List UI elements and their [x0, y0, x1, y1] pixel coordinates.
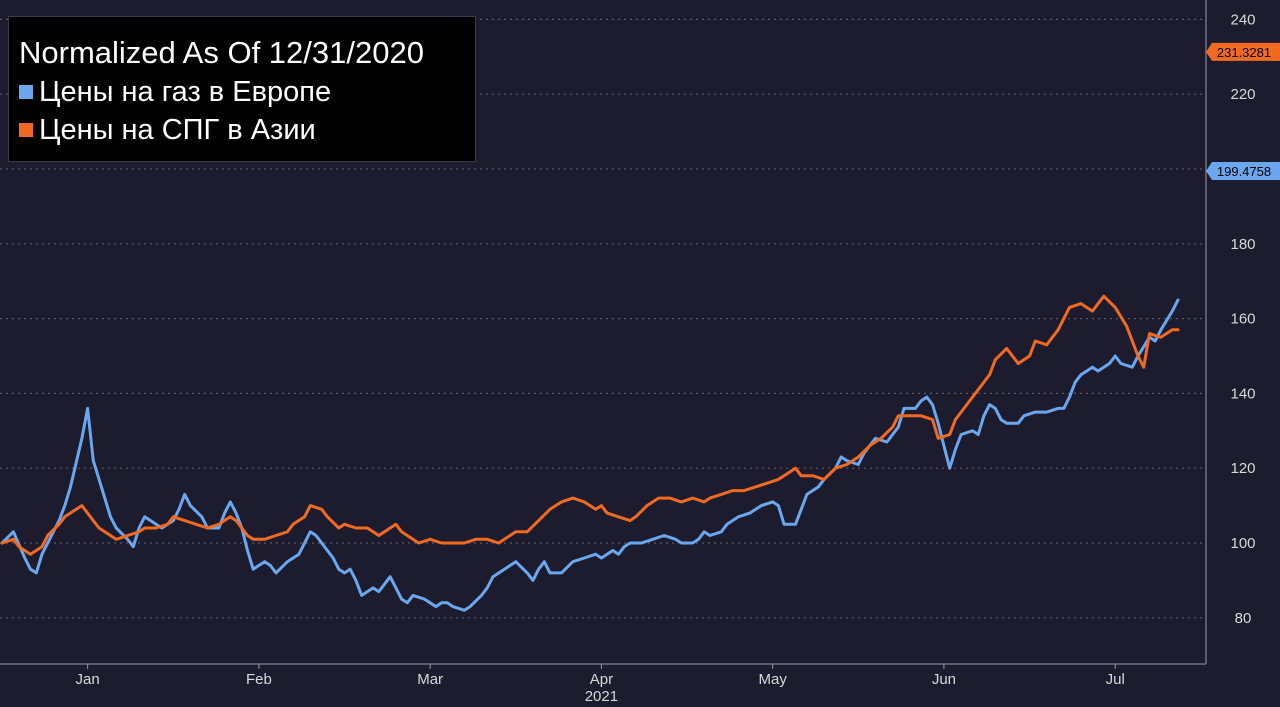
y-tick-label-180: 180: [1230, 236, 1255, 253]
x-tick-label-may: May: [759, 671, 788, 688]
y-tick-label-100: 100: [1230, 535, 1255, 552]
chart-title: Normalized As Of 12/31/2020: [19, 35, 424, 70]
y-tick-label-240: 240: [1230, 11, 1255, 28]
last-value-tag-bg-0: [1206, 161, 1280, 180]
x-tick-label-jan: Jan: [76, 671, 100, 688]
legend-item-asia-lng: Цены на СПГ в Азии: [19, 111, 475, 149]
last-value-tag-text-1: 231.3281: [1217, 45, 1271, 60]
x-tick-label-jul: Jul: [1106, 671, 1125, 688]
last-value-tag-text-0: 199.4758: [1217, 164, 1271, 179]
legend-label-asia-lng: Цены на СПГ в Азии: [39, 113, 316, 146]
y-tick-label-220: 220: [1230, 86, 1255, 103]
legend-swatch-asia-lng: [19, 123, 33, 137]
x-year-label: 2021: [585, 688, 618, 705]
x-tick-label-apr: Apr: [590, 671, 613, 688]
last-value-tag-1: 231.3281: [1206, 42, 1280, 61]
series-line-1: [0, 294, 1180, 556]
x-tick-label-feb: Feb: [246, 671, 272, 688]
y-tick-label-160: 160: [1230, 311, 1255, 328]
series-layer: [0, 294, 1180, 612]
last-value-tags: 199.4758 231.3281: [1206, 42, 1280, 180]
x-tick-label-jun: Jun: [932, 671, 956, 688]
x-tick-label-mar: Mar: [417, 671, 443, 688]
legend-label-europe-gas: Цены на газ в Европе: [39, 75, 332, 108]
last-value-tag-0: 199.4758: [1206, 161, 1280, 180]
y-tick-label-140: 140: [1230, 385, 1255, 402]
series-line-0: [0, 298, 1180, 612]
legend-swatch-europe-gas: [19, 85, 33, 99]
last-value-tag-bg-1: [1206, 42, 1280, 61]
y-tick-label-80: 80: [1235, 610, 1252, 627]
legend-item-europe-gas: Цены на газ в Европе: [19, 73, 475, 111]
y-tick-label-120: 120: [1230, 460, 1255, 477]
legend: Normalized As Of 12/31/2020 Цены на газ …: [8, 16, 476, 162]
